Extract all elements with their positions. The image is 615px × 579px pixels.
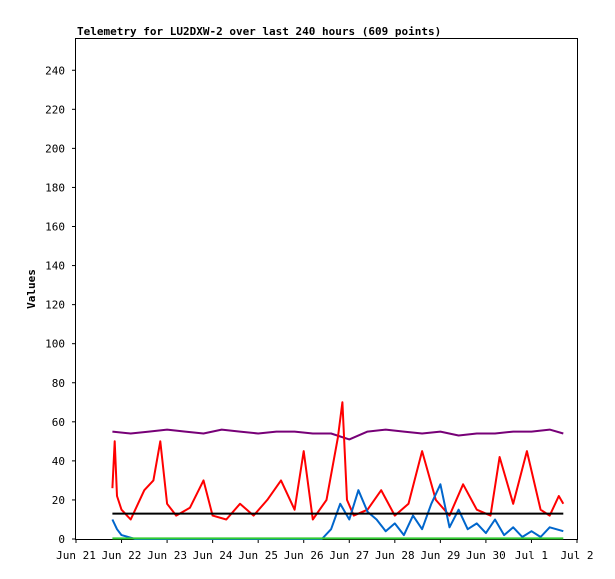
x-tick-label: Jun 22 bbox=[102, 549, 142, 562]
series-line-0 bbox=[112, 428, 564, 441]
x-tick-label: Jun 24 bbox=[193, 549, 233, 562]
y-axis-label: Values bbox=[25, 269, 38, 309]
series-line-2 bbox=[111, 483, 564, 540]
x-tick-label: Jun 30 bbox=[466, 549, 506, 562]
series-layer bbox=[111, 401, 565, 540]
y-tick-label: 240 bbox=[45, 64, 65, 77]
y-tick-label: 20 bbox=[52, 494, 65, 507]
y-tick-label: 60 bbox=[52, 416, 65, 429]
x-tick-label: Jun 23 bbox=[147, 549, 187, 562]
plot-frame bbox=[75, 38, 578, 540]
y-tick-label: 180 bbox=[45, 181, 65, 194]
y-tick-label: 120 bbox=[45, 299, 65, 312]
x-tick-label: Jul 2 bbox=[560, 549, 593, 562]
x-tick-label: Jun 28 bbox=[375, 549, 415, 562]
y-tick-label: 200 bbox=[45, 142, 65, 155]
x-tick-label: Jun 27 bbox=[329, 549, 369, 562]
y-tick-label: 40 bbox=[52, 455, 65, 468]
y-tick-label: 220 bbox=[45, 103, 65, 116]
y-axis-ticks: 0 20 40 60 80 100 120 140 160 180 200 220 240 bbox=[45, 64, 76, 546]
x-tick-label: Jun 29 bbox=[420, 549, 460, 562]
x-tick-label: Jun 26 bbox=[284, 549, 324, 562]
x-tick-label: Jun 21 bbox=[56, 549, 96, 562]
chart-title: Telemetry for LU2DXW-2 over last 240 hou… bbox=[77, 25, 441, 38]
x-tick-label: Jul 1 bbox=[515, 549, 548, 562]
y-tick-label: 80 bbox=[52, 377, 65, 390]
y-tick-label: 140 bbox=[45, 260, 65, 273]
y-tick-label: 0 bbox=[58, 533, 65, 546]
y-tick-label: 160 bbox=[45, 221, 65, 234]
x-tick-label: Jun 25 bbox=[238, 549, 278, 562]
x-axis-ticks: Jun 21 Jun 22 Jun 23 Jun 24 Jun 25 Jun 26 Jun … bbox=[56, 539, 594, 562]
y-tick-label: 100 bbox=[45, 338, 65, 351]
series-line-1 bbox=[111, 401, 565, 521]
